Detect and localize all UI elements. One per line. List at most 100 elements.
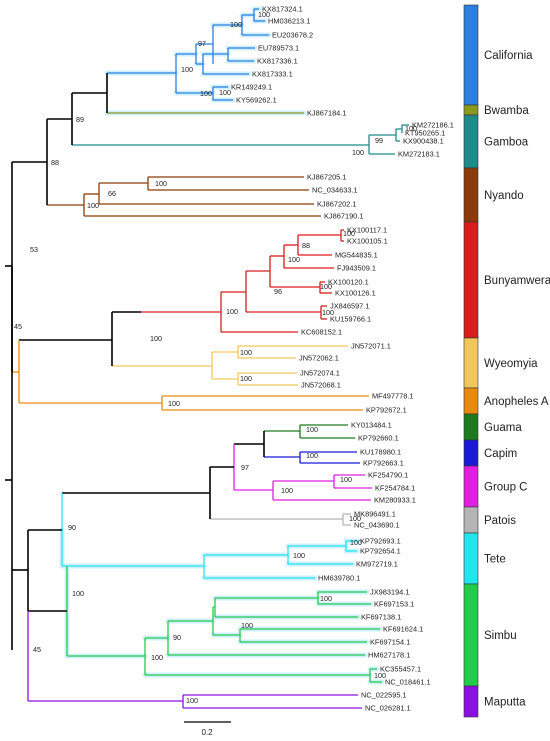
scale-bar-label: 0.2 (201, 728, 213, 737)
clade-name-label: Guama (484, 422, 522, 434)
bootstrap-value: 90 (68, 523, 76, 532)
bootstrap-value: 96 (274, 287, 282, 296)
bootstrap-value: 100 (186, 696, 198, 705)
clade-name-label: Bunyamwera (484, 275, 550, 287)
clade-name-label: Tete (484, 554, 506, 566)
bootstrap-value: 100 (155, 179, 167, 188)
clade-name-label: Simbu (484, 630, 517, 642)
bootstrap-value: 100 (352, 148, 364, 157)
bootstrap-value: 45 (33, 645, 41, 654)
taxon-label: KX100120.1 (328, 278, 369, 287)
taxon-label: KM280933.1 (374, 496, 416, 505)
taxon-label: KF697153.1 (374, 600, 414, 609)
clade-bar-segment (463, 532, 479, 585)
bootstrap-value: 45 (14, 322, 22, 331)
taxon-label: KF254784.1 (375, 484, 415, 493)
clade-bar-segment (463, 104, 479, 116)
bootstrap-value: 100 (322, 308, 334, 317)
taxon-label: KX817336.1 (257, 57, 298, 66)
taxon-label: KX100105.1 (347, 237, 388, 246)
bootstrap-value: 66 (108, 189, 116, 198)
bootstrap-value: 100 (306, 425, 318, 434)
bootstrap-value: 100 (219, 88, 231, 97)
taxon-label: HM036213.1 (268, 17, 310, 26)
bootstrap-value: 100 (293, 551, 305, 560)
taxon-label: JX983194.1 (370, 588, 409, 597)
taxon-label: JN572068.1 (301, 381, 341, 390)
bootstrap-value: 97 (241, 463, 249, 472)
taxon-label: KC608152.1 (301, 328, 342, 337)
clade-bar-segment (463, 387, 479, 415)
bootstrap-value: 100 (343, 229, 355, 238)
taxon-label: KJ867184.1 (307, 109, 346, 118)
taxon-label: NC_018461.1 (385, 678, 431, 687)
taxon-label: KJ867190.1 (324, 212, 363, 221)
bootstrap-value: 100 (240, 374, 252, 383)
bootstrap-value: 89 (76, 115, 84, 124)
taxon-label: NC_043690.1 (354, 521, 400, 530)
bootstrap-value: 53 (30, 245, 38, 254)
clade-bar-segment (463, 439, 479, 467)
bootstrap-value: 100 (151, 653, 163, 662)
taxon-label: JN572074.1 (300, 369, 340, 378)
bootstrap-value: 97 (198, 39, 206, 48)
taxon-label: KU159766.1 (330, 315, 371, 324)
taxon-label: FJ943509.1 (337, 264, 376, 273)
clade-bar-segment (463, 337, 479, 389)
bootstrap-value: 99 (375, 136, 383, 145)
clade-name-label: Capim (484, 448, 517, 460)
taxon-label: KY013484.1 (351, 421, 392, 430)
taxon-label: KJ867202.1 (317, 200, 356, 209)
scale-bar: 0.2 (184, 721, 231, 737)
clade-name-label: Group C (484, 482, 527, 494)
taxon-label: KP792654.1 (360, 547, 401, 556)
taxon-label: KY569262.1 (236, 96, 277, 105)
taxon-label: KM272186.1 (412, 121, 454, 130)
tree-branches (5, 8, 409, 709)
bootstrap-value: 100 (168, 399, 180, 408)
bootstrap-value: 100 (230, 20, 242, 29)
bootstrap-value: 100 (226, 307, 238, 316)
taxon-label: KF697154.1 (370, 638, 410, 647)
taxon-label: KP792660.1 (358, 434, 399, 443)
taxon-label: NC_034633.1 (312, 186, 358, 195)
bootstrap-value: 88 (51, 158, 59, 167)
clade-bar-segment (463, 167, 479, 223)
taxon-label: KX817333.1 (252, 70, 293, 79)
bootstrap-value: 100 (181, 65, 193, 74)
taxon-label: KF691624.1 (383, 625, 423, 634)
clade-bar-segment (463, 114, 479, 169)
clade-name-label: Gamboa (484, 137, 529, 149)
bootstrap-value: 100 (320, 282, 332, 291)
bootstrap-value: 100 (350, 538, 362, 547)
taxon-label: MK896491.1 (354, 510, 396, 519)
taxon-label: KR149249.1 (231, 83, 272, 92)
taxon-label: KX100126.1 (335, 289, 376, 298)
clade-name-label: Nyando (484, 190, 524, 202)
bootstrap-value: 100 (200, 89, 212, 98)
bootstrap-value: 100 (374, 671, 386, 680)
taxon-label: MG544835.1 (335, 251, 378, 260)
bootstrap-value: 100 (320, 594, 332, 603)
taxon-label: KJ867205.1 (307, 173, 346, 182)
bootstrap-value: 90 (173, 633, 181, 642)
taxon-label: KT950265.1 (405, 129, 445, 138)
clade-bar-segment (463, 4, 479, 106)
taxon-label: EU203678.2 (272, 31, 313, 40)
taxon-label: NC_022595.1 (361, 691, 407, 700)
taxon-label: KM272183.1 (398, 150, 440, 159)
clade-name-label: California (484, 50, 533, 62)
taxon-label: KX100117.1 (347, 226, 387, 235)
bootstrap-value: 100 (241, 621, 253, 630)
clade-color-bar: California Bwamba Gamboa Nyando Bunyamwera Wy… (463, 4, 550, 718)
taxon-label: HM627178.1 (368, 651, 410, 660)
taxon-label: EU789573.1 (258, 44, 299, 53)
clade-name-label: Anopheles A (484, 396, 549, 408)
clade-name-label: Wyeomyia (484, 358, 538, 370)
bootstrap-value: 88 (302, 241, 310, 250)
clade-name-label: Patois (484, 515, 516, 527)
clade-bar-segment (463, 506, 479, 534)
taxon-label: KU178980.1 (360, 448, 401, 457)
bootstrap-value: 100 (281, 486, 293, 495)
